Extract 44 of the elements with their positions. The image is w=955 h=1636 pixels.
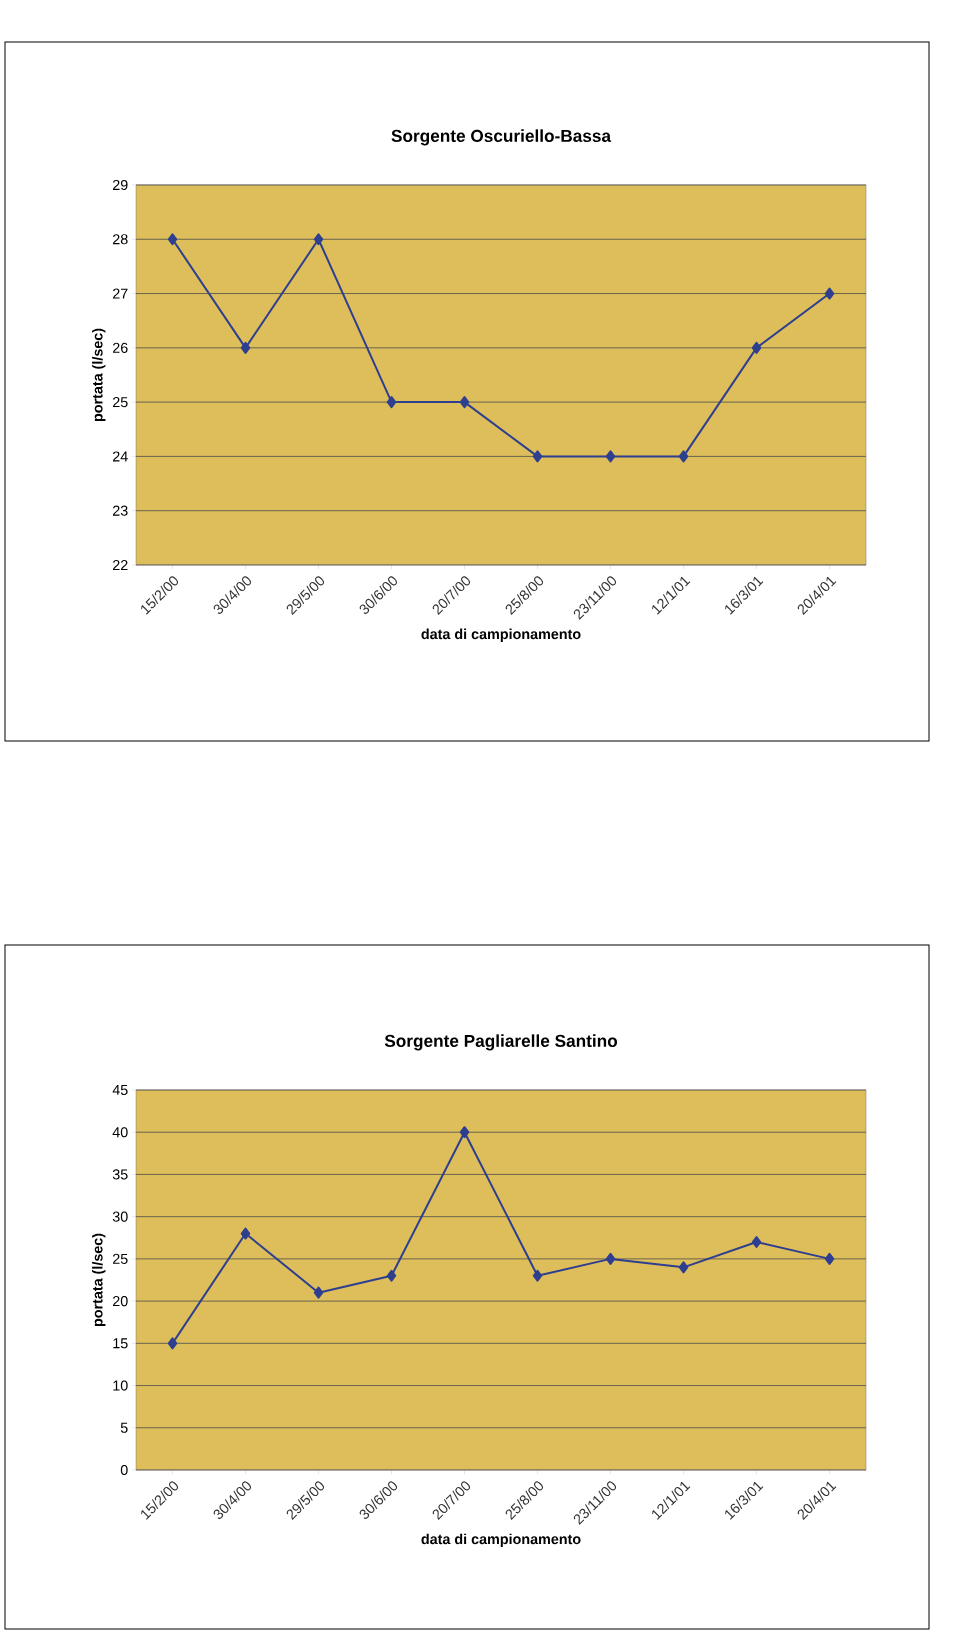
point bbox=[605, 1252, 616, 1265]
y-tick-label: 25 bbox=[112, 397, 128, 408]
point bbox=[459, 1126, 470, 1139]
y-axis-title: portata (l/sec) bbox=[92, 328, 106, 422]
y-tick-label: 10 bbox=[113, 1380, 128, 1391]
y-tick-label: 0 bbox=[120, 1464, 128, 1476]
y-tick-label: 24 bbox=[112, 451, 128, 462]
point bbox=[532, 450, 543, 463]
y-axis-title: portata (l/sec) bbox=[92, 1233, 106, 1327]
y-tick-label: 27 bbox=[112, 288, 128, 299]
x-axis-title: data di campionamento bbox=[421, 628, 581, 642]
point bbox=[313, 233, 324, 246]
y-tick-label: 30 bbox=[112, 1211, 128, 1222]
point bbox=[678, 450, 689, 463]
y-tick-label: 15 bbox=[113, 1338, 128, 1349]
y-tick-label: 5 bbox=[120, 1422, 128, 1433]
point bbox=[386, 1269, 397, 1282]
chart-title: Sorgente Oscuriello-Bassa bbox=[391, 129, 612, 146]
y-tick-label: 29 bbox=[112, 179, 128, 191]
point bbox=[751, 1235, 762, 1248]
point bbox=[605, 450, 616, 463]
y-tick-label: 26 bbox=[112, 342, 128, 353]
point bbox=[167, 1337, 178, 1350]
point bbox=[824, 287, 835, 300]
y-tick-label: 23 bbox=[112, 505, 128, 516]
y-tick-label: 45 bbox=[112, 1084, 128, 1095]
point bbox=[532, 1269, 543, 1282]
y-tick-label: 25 bbox=[112, 1253, 128, 1264]
point bbox=[386, 396, 397, 409]
point bbox=[167, 233, 178, 246]
y-tick-label: 28 bbox=[112, 234, 128, 245]
point bbox=[824, 1252, 835, 1265]
y-tick-label: 22 bbox=[112, 559, 128, 570]
point bbox=[678, 1261, 689, 1274]
point bbox=[313, 1286, 324, 1299]
y-tick-label: 20 bbox=[112, 1296, 128, 1307]
y-tick-label: 40 bbox=[112, 1127, 128, 1138]
x-axis-title: data di campionamento bbox=[421, 1533, 581, 1548]
y-tick-label: 35 bbox=[112, 1169, 128, 1180]
chart-title: Sorgente Pagliarelle Santino bbox=[384, 1034, 618, 1051]
point bbox=[751, 341, 762, 354]
point bbox=[459, 396, 470, 409]
point bbox=[240, 1227, 251, 1240]
point bbox=[240, 341, 251, 354]
